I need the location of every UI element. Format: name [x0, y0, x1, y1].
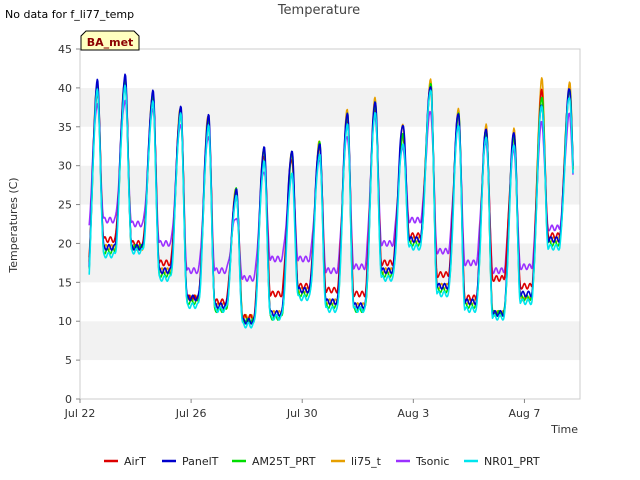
badge-label: BA_met [87, 36, 134, 49]
y-axis-label: Temperatures (C) [7, 177, 20, 273]
series-layer [88, 73, 574, 329]
grid-band [80, 165, 580, 205]
y-tick-label: 40 [58, 82, 72, 95]
x-tick-label: Aug 7 [508, 407, 540, 420]
grid-band [80, 49, 580, 88]
y-tick-label: 35 [58, 121, 72, 134]
x-axis-label: Time [550, 423, 578, 436]
x-tick-label: Aug 3 [397, 407, 429, 420]
x-tick-label: Jul 30 [286, 407, 318, 420]
no-data-note: No data for f_li77_temp [5, 8, 134, 21]
y-tick-label: 0 [65, 393, 72, 406]
series-line-airt [88, 85, 574, 321]
y-tick-label: 15 [58, 276, 72, 289]
legend-label: li75_t [351, 455, 382, 468]
y-tick-label: 45 [58, 43, 72, 56]
y-axis: 0 5 10 15 20 25 30 35 40 45 [58, 43, 80, 406]
legend-label: PanelT [182, 455, 219, 468]
grid-band [80, 204, 580, 244]
series-line-nr01-prt [88, 84, 574, 329]
plot-background [80, 49, 580, 399]
x-tick-label: Jul 26 [175, 407, 207, 420]
grid-band [80, 321, 580, 361]
ba-met-badge: BA_met [80, 30, 140, 51]
y-tick-label: 10 [58, 315, 72, 328]
y-tick-label: 30 [58, 160, 72, 173]
y-tick-label: 5 [65, 354, 72, 367]
legend: AirT PanelT AM25T_PRT li75_t Tsonic NR01_PRT [104, 455, 540, 468]
legend-label: AM25T_PRT [252, 455, 316, 468]
legend-label: Tsonic [415, 455, 449, 468]
chart-title: Temperature [277, 3, 360, 18]
legend-label: AirT [124, 455, 146, 468]
y-tick-label: 20 [58, 237, 72, 250]
y-tick-label: 25 [58, 199, 72, 212]
legend-label: NR01_PRT [484, 455, 540, 468]
grid-band [80, 126, 580, 166]
grid-band [80, 87, 580, 127]
plot-frame [79, 48, 581, 400]
badge-shape [80, 30, 140, 51]
grid-band [80, 360, 580, 399]
x-tick-label: Jul 22 [64, 407, 96, 420]
x-axis: Jul 22 Jul 26 Jul 30 Aug 3 Aug 7 [64, 399, 540, 420]
